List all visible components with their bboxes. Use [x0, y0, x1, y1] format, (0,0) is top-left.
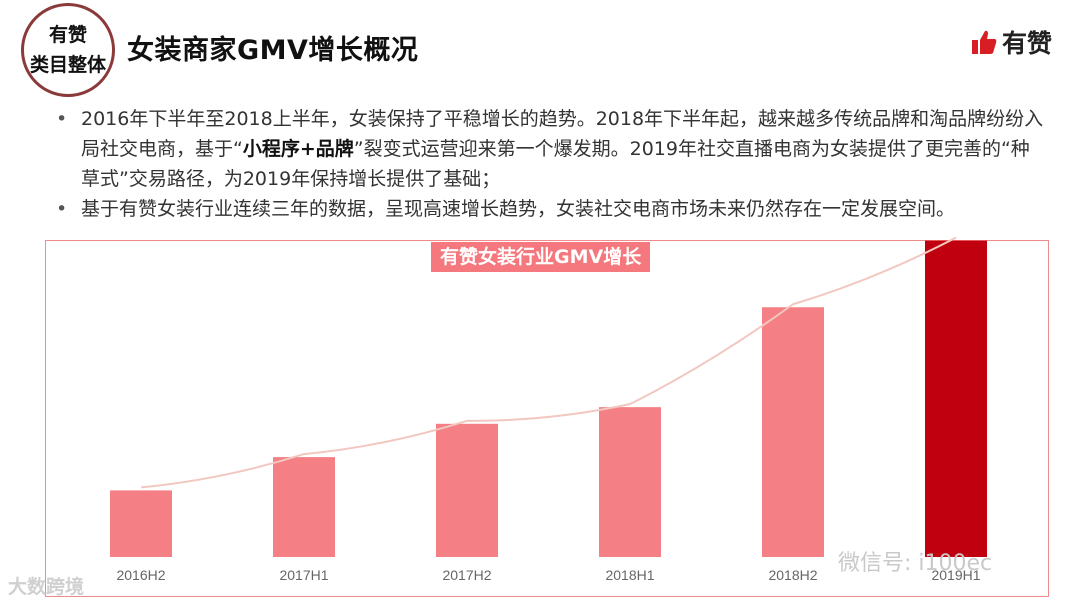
x-tick-label: 2019H1: [931, 567, 980, 583]
badge-line-1: 有赞: [48, 24, 87, 46]
badge-line-2: 类目整体: [29, 54, 106, 76]
watermark-right: 微信号: i100ec: [838, 551, 993, 576]
summary-bullets: • 2016年下半年至2018上半年，女装保持了平稳增长的趋势。2018年下半年起…: [56, 104, 1046, 224]
x-tick-label: 2018H2: [768, 567, 817, 583]
watermark-left: 大数跨境: [8, 576, 85, 598]
brand-name: 有赞: [1001, 29, 1052, 58]
bullet-text: 基于有赞女装行业连续三年的数据，呈现高速增长趋势，女装社交电商市场未来仍然存在一…: [81, 198, 956, 220]
bullet-item: • 2016年下半年至2018上半年，女装保持了平稳增长的趋势。2018年下半年起…: [56, 104, 1046, 194]
bar-2018H1: [599, 407, 661, 557]
bullet-text-post: ”裂变式运营迎来第一个爆发期。2019年社交直播电商为女装提供了更完善的“种草式…: [81, 138, 1030, 190]
chart-frame: [45, 240, 1049, 597]
trend-line: [140, 236, 957, 489]
bullet-dot: •: [56, 198, 68, 220]
bullet-item: • 基于有赞女装行业连续三年的数据，呈现高速增长趋势，女装社交电商市场未来仍然存在…: [56, 194, 1046, 224]
bar-2018H2: [762, 307, 824, 557]
bullet-text-pre: 2016年下半年至2018上半年，女装保持了平稳增长的趋势。2018年下半年起，…: [81, 108, 1044, 160]
brand-logo: 有赞: [970, 24, 1052, 60]
bar-2017H2: [436, 423, 498, 557]
bullet-dot: •: [56, 108, 68, 130]
category-badge: 有赞 类目整体: [21, 3, 115, 97]
page-title: 女装商家GMV增长概况: [127, 35, 419, 66]
bar-2019H1: [925, 240, 987, 557]
chart-title: 有赞女装行业GMV增长: [431, 242, 651, 272]
x-tick-label: 2017H2: [442, 567, 491, 583]
x-tick-label: 2018H1: [605, 567, 654, 583]
x-tick-label: 2016H2: [116, 567, 165, 583]
bullet-text-bold: 小程序+品牌: [242, 138, 354, 160]
thumbs-up-icon: [971, 30, 997, 54]
bar-2017H1: [273, 457, 335, 557]
bar-2016H2: [110, 490, 172, 557]
x-tick-label: 2017H1: [279, 567, 328, 583]
